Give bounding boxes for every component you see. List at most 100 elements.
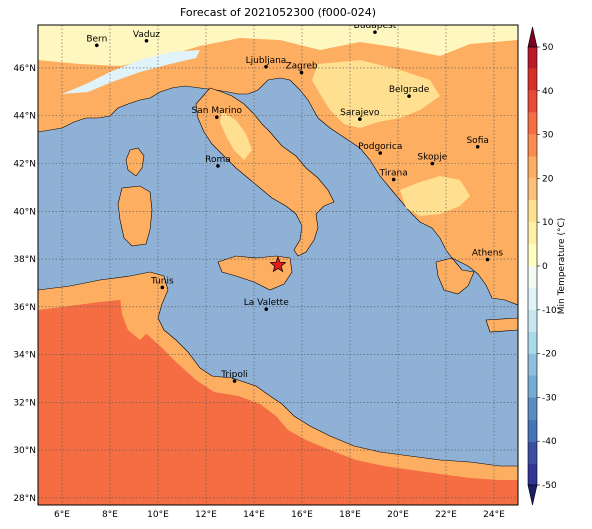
city-label: Athens: [472, 249, 503, 259]
lon-tick-label: 10°E: [147, 510, 169, 520]
colorbar-segment: [528, 178, 537, 201]
city-dot: [299, 70, 304, 75]
colorbar-segment: [528, 200, 537, 223]
colorbar-segment: [528, 266, 537, 288]
colorbar-segment: [528, 134, 537, 157]
city-label: Vaduz: [133, 30, 160, 40]
colorbar-segment: [528, 47, 537, 69]
city-dot: [160, 285, 165, 290]
colorbar-segment: [528, 244, 537, 266]
lon-tick-label: 6°E: [54, 510, 70, 520]
city-label: Bern: [86, 34, 107, 44]
city-label: Sarajevo: [340, 108, 380, 118]
city-label: Tirana: [379, 169, 408, 179]
city-label: Zagreb: [285, 62, 317, 72]
lat-tick-label: 40°N: [13, 207, 36, 217]
colorbar-segment: [528, 353, 537, 376]
land-crete: [485, 317, 518, 333]
colorbar-tick-label: 40: [542, 87, 554, 97]
city-label: Roma: [205, 155, 231, 165]
colorbar-segment: [528, 397, 537, 420]
lon-tick-label: 8°E: [102, 510, 118, 520]
colorbar-segment: [528, 463, 537, 485]
city-dot: [475, 144, 480, 149]
land-alps-cold: [62, 50, 200, 94]
colorbar-label: Min Temperature (°C): [557, 217, 567, 315]
city-label: Belgrade: [389, 85, 430, 95]
colorbar-segment: [528, 419, 537, 442]
city-label: Tripoli: [220, 370, 248, 380]
colorbar-segment: [528, 287, 537, 310]
colorbar-segment: [528, 309, 537, 332]
city-dot: [391, 177, 396, 182]
land-tunisia-coast: [120, 290, 160, 340]
lon-tick-label: 12°E: [195, 510, 217, 520]
city-label: Podgorica: [358, 142, 402, 152]
colorbar-tick-label: -30: [542, 393, 557, 403]
city-dot: [485, 257, 490, 262]
city-dot: [232, 379, 237, 383]
lon-tick-label: 24°E: [483, 510, 505, 520]
city-dot: [378, 151, 383, 155]
gridlines: [38, 25, 518, 505]
land-corsica: [125, 147, 145, 177]
colorbar-tick-label: -40: [542, 437, 557, 447]
colorbar-segment: [528, 68, 537, 91]
lon-tick-label: 22°E: [435, 510, 457, 520]
lat-tick-label: 28°N: [13, 494, 36, 504]
city-dot: [430, 161, 435, 166]
longitude-tick-labels: 6°E 8°E 10°E 12°E 14°E 16°E 18°E 20°E 22°E 24°E: [54, 510, 505, 520]
city-label: Tunis: [150, 276, 174, 286]
city-dot: [373, 30, 377, 34]
lon-tick-label: 16°E: [291, 510, 313, 520]
colorbar-tick-label: 20: [542, 174, 554, 184]
lat-tick-label: 44°N: [13, 112, 36, 122]
colorbar-tick-label: 50: [542, 43, 554, 53]
colorbar-tick-labels: -50 -40 -30 -20 -10 0 10 20 30 40 50: [537, 43, 557, 491]
lat-tick-label: 32°N: [13, 398, 36, 408]
colorbar-extend-high: [527, 26, 538, 48]
land-balkans-cool: [312, 60, 440, 128]
city-dot: [264, 64, 268, 69]
latitude-tick-labels: 28°N 30°N 32°N 34°N 36°N 38°N 40°N 42°N 44°N 46°N: [13, 64, 36, 504]
map-frame: [37, 24, 519, 506]
city-label: Skopje: [417, 153, 447, 163]
city-label: Ljubljana: [246, 56, 287, 66]
city-label: Sofia: [466, 136, 488, 146]
city-dot: [215, 115, 219, 119]
land-greece-cool: [400, 176, 470, 216]
city-dot: [264, 307, 269, 311]
colorbar-segment: [528, 222, 537, 245]
lat-tick-label: 30°N: [13, 446, 36, 456]
city-dot: [216, 164, 220, 168]
colorbar-tick-label: 30: [542, 131, 554, 141]
colorbar-tick-label: -50: [542, 481, 557, 491]
colorbar-tick-label: 10: [542, 218, 554, 228]
land-sardinia: [117, 185, 153, 247]
lat-tick-label: 46°N: [13, 64, 36, 74]
city-dot: [144, 38, 149, 43]
colorbar: [527, 26, 538, 506]
colorbar-segment: [528, 331, 537, 354]
lat-tick-label: 38°N: [13, 255, 36, 265]
city-label: Budapest: [354, 21, 397, 31]
map-title: Forecast of 2021052300 (f000-024): [179, 6, 377, 19]
lat-tick-label: 34°N: [13, 351, 36, 361]
city-label: La Valette: [244, 298, 289, 308]
colorbar-segment: [528, 375, 537, 398]
land-peloponnese: [435, 257, 475, 295]
star-marker: [269, 256, 287, 273]
city-label: San Marino: [192, 106, 243, 116]
lon-tick-label: 14°E: [243, 510, 265, 520]
land-italy-cool-band: [220, 112, 252, 160]
city-dot: [407, 94, 411, 98]
colorbar-segment: [528, 441, 537, 464]
colorbar-tick-label: -10: [542, 306, 557, 316]
lat-tick-label: 42°N: [13, 160, 36, 170]
colorbar-segment: [528, 90, 537, 113]
colorbar-tick-label: 0: [542, 262, 548, 272]
event-location-star: [269, 256, 287, 273]
lat-tick-label: 36°N: [13, 303, 36, 313]
